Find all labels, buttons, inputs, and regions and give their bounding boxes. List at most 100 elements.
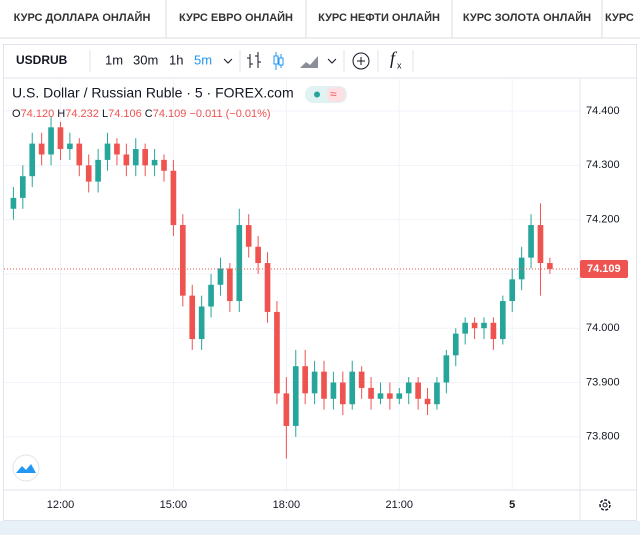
- interval-active[interactable]: 5m: [194, 52, 212, 67]
- x-tick-label: 21:00: [386, 499, 414, 511]
- y-tick-label: 73.900: [586, 376, 620, 388]
- candle-body: [114, 143, 120, 155]
- candle-body: [274, 311, 280, 394]
- bars-icon[interactable]: [247, 52, 261, 68]
- bottom-strip: [0, 521, 640, 535]
- interval[interactable]: 30m: [133, 52, 158, 67]
- symbol[interactable]: USDRUB: [16, 53, 68, 67]
- tab[interactable]: КУРС ЕВРО ОНЛАЙН: [179, 11, 293, 24]
- candle-body: [471, 322, 478, 329]
- tab[interactable]: КУРС: [605, 12, 634, 24]
- candle-body: [387, 393, 393, 399]
- y-tick-label: 73.800: [586, 431, 620, 443]
- candle-body: [151, 159, 158, 166]
- candle-body: [208, 284, 214, 307]
- x-tick-label: 15:00: [160, 499, 188, 511]
- candle-body: [500, 301, 506, 340]
- candle-body: [76, 143, 83, 166]
- logo[interactable]: [12, 454, 40, 482]
- candle-body: [48, 127, 54, 155]
- settings-icon[interactable]: [599, 499, 611, 511]
- candle-body: [227, 268, 233, 302]
- candle-body: [161, 159, 167, 171]
- ohlc-letter: H: [57, 108, 65, 120]
- tab[interactable]: КУРС ДОЛЛАРА ОНЛАЙН: [14, 11, 151, 24]
- candle-body: [198, 306, 205, 340]
- candle-body: [481, 322, 487, 329]
- area-icon[interactable]: [300, 56, 318, 68]
- candle-body: [236, 225, 243, 302]
- candle-body: [104, 143, 111, 160]
- candle-body: [490, 322, 497, 340]
- last-price-label: 74.109: [587, 263, 621, 275]
- dropdown-icon[interactable]: [223, 58, 233, 64]
- candle-body: [377, 393, 384, 399]
- compare-icon: [357, 57, 365, 65]
- candle-body: [537, 225, 544, 264]
- candle-body: [462, 322, 468, 334]
- candle-body: [95, 159, 101, 182]
- candle-body: [452, 333, 459, 356]
- candle-body: [518, 257, 525, 280]
- candle-body: [20, 176, 26, 198]
- ohlc-letter: C: [145, 108, 153, 120]
- indicators-icon[interactable]: f: [390, 48, 398, 68]
- x-tick-label: 12:00: [47, 499, 75, 511]
- status-icon: ≈: [330, 87, 337, 101]
- tab[interactable]: КУРС НЕФТИ ОНЛАЙН: [318, 11, 440, 24]
- y-tick-label: 74.400: [586, 105, 620, 117]
- tab-dividers: [165, 0, 603, 38]
- status-pill: [327, 87, 345, 102]
- candle-body: [10, 197, 17, 209]
- candles-icon: [278, 57, 284, 66]
- candle-body: [340, 382, 346, 405]
- ohlc-value: 74.106: [108, 108, 142, 120]
- logo: [16, 464, 36, 473]
- candle-body: [170, 170, 177, 226]
- candle-body: [245, 225, 252, 247]
- x-tick-label: 18:00: [273, 499, 301, 511]
- candle-body: [132, 149, 139, 166]
- candle-body: [368, 387, 374, 399]
- candle-body: [405, 382, 412, 394]
- ohlc-letter: O: [12, 108, 21, 120]
- candle-body: [67, 143, 73, 150]
- ohlc-value: 74.232: [65, 108, 99, 120]
- candle-body: [189, 295, 196, 340]
- candle-body: [180, 225, 186, 296]
- compare-icon[interactable]: [352, 52, 370, 70]
- plot: [4, 116, 580, 459]
- dropdown-icon[interactable]: [327, 58, 337, 64]
- indicators-icon: x: [397, 60, 402, 70]
- x-tick-label: 5: [509, 499, 515, 511]
- ohlc-legend: O74.120 H74.232 L74.106 C74.109 −0.011 (…: [12, 108, 271, 120]
- tab[interactable]: КУРС ЗОЛОТА ОНЛАЙН: [463, 11, 591, 24]
- candle-body: [142, 149, 148, 166]
- grid: [4, 79, 580, 490]
- ohlc-value: 74.109: [153, 108, 187, 120]
- candle-body: [415, 382, 421, 399]
- candle-body: [321, 371, 327, 399]
- settings-icon: [602, 502, 608, 508]
- last-price-badge: [580, 260, 628, 279]
- tab-bar: [0, 0, 640, 38]
- ohlc-value: 74.120: [21, 108, 55, 120]
- candle-body: [38, 143, 45, 155]
- candle-body: [311, 371, 318, 394]
- candle-body: [264, 263, 271, 312]
- ohlc-letter: L: [102, 108, 108, 120]
- candle-body: [349, 371, 356, 405]
- candle-body: [123, 154, 130, 166]
- candle-body: [292, 366, 299, 426]
- candle-body: [434, 382, 440, 405]
- y-tick-label: 74.000: [586, 322, 620, 334]
- status-dot: [314, 91, 320, 98]
- candle-body: [85, 165, 92, 182]
- candle-body: [29, 143, 36, 177]
- legend-title: U.S. Dollar / Russian Ruble · 5 · FOREX.…: [12, 85, 294, 101]
- y-tick-label: 74.200: [586, 214, 620, 226]
- candle-body: [528, 225, 534, 258]
- candle-body: [509, 279, 516, 302]
- interval[interactable]: 1h: [169, 52, 183, 67]
- interval[interactable]: 1m: [105, 52, 123, 67]
